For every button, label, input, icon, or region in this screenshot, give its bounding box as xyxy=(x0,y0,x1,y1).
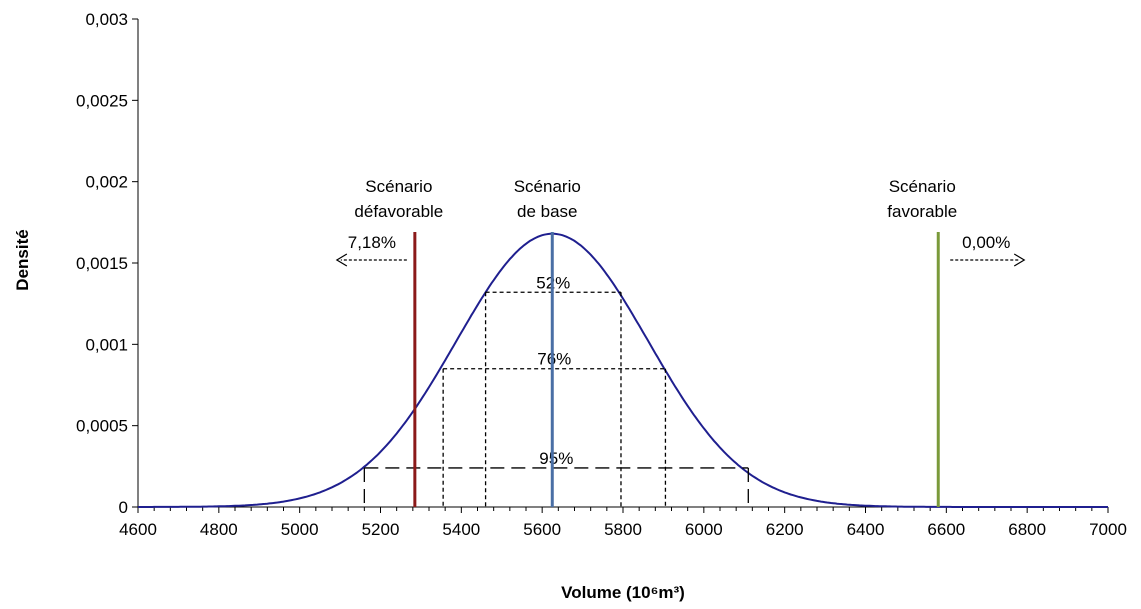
x-tick-label: 6400 xyxy=(847,520,885,539)
scenario-label: de base xyxy=(517,202,578,221)
x-tick-label: 4800 xyxy=(200,520,238,539)
tail-probability-label: 7,18% xyxy=(348,233,396,252)
x-tick-label: 6200 xyxy=(766,520,804,539)
plot-area xyxy=(132,18,1109,513)
density-curve xyxy=(138,232,1108,508)
y-tick-label: 0,0025 xyxy=(76,91,128,110)
scenario-label: Scénario xyxy=(889,177,956,196)
scenario-label: favorable xyxy=(887,202,957,221)
x-axis-title: Volume (10⁶m³) xyxy=(561,583,685,602)
y-tick-label: 0,002 xyxy=(85,173,128,192)
x-tick-label: 5200 xyxy=(362,520,400,539)
scenario-label: défavorable xyxy=(354,202,443,221)
chart-marks: 0 0,0005 0,001 0,0015 0,002 0,0025 0,003 4600 48… xyxy=(76,10,1127,539)
tail-arrow-head xyxy=(1013,253,1026,267)
y-tick-label: 0,001 xyxy=(85,335,128,354)
y-tick-label: 0 xyxy=(119,498,128,517)
y-tick-label: 0,003 xyxy=(85,10,128,29)
tail-arrow-head xyxy=(335,253,348,267)
scenario-label: Scénario xyxy=(365,177,432,196)
x-tick-label: 6000 xyxy=(685,520,723,539)
x-tick-label: 7000 xyxy=(1089,520,1127,539)
x-tick-label: 4600 xyxy=(119,520,157,539)
y-axis-title: Densité xyxy=(13,229,32,290)
interval-label: 76% xyxy=(537,350,571,369)
y-tick-label: 0,0005 xyxy=(76,417,128,436)
x-tick-label: 5600 xyxy=(523,520,561,539)
scenario-label: Scénario xyxy=(514,177,581,196)
y-tick-label: 0,0015 xyxy=(76,254,128,273)
x-tick-label: 6600 xyxy=(927,520,965,539)
x-tick-label: 5800 xyxy=(604,520,642,539)
tail-probability-label: 0,00% xyxy=(962,233,1010,252)
x-tick-label: 6800 xyxy=(1008,520,1046,539)
x-tick-label: 5000 xyxy=(281,520,319,539)
x-tick-label: 5400 xyxy=(442,520,480,539)
interval-label: 95% xyxy=(539,449,573,468)
